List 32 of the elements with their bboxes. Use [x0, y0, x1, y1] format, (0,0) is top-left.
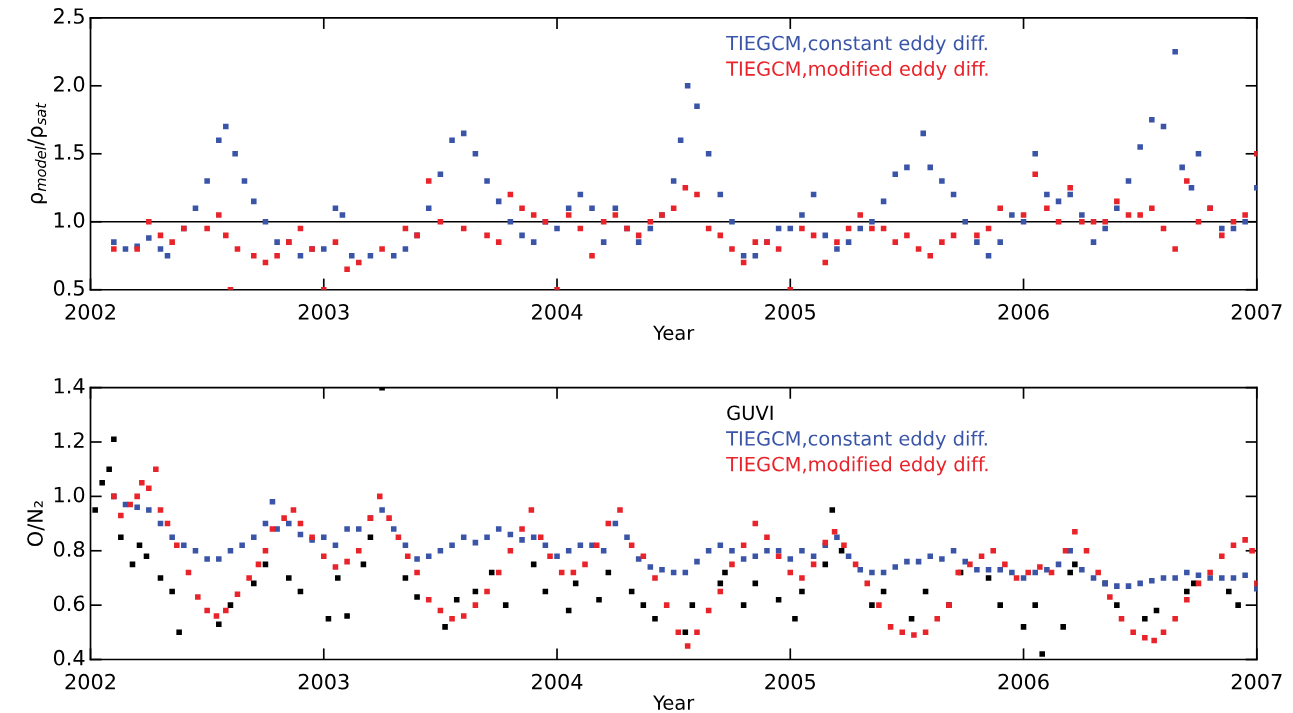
x-tick-label: 2006: [998, 673, 1049, 690]
x-tick-label: 2007: [1231, 673, 1282, 690]
y-tick-label: 2.0: [54, 76, 85, 92]
y-tick-label: 1.0: [54, 486, 85, 503]
x-tick-label: 2005: [765, 673, 815, 690]
y-tick-label: 1.4: [54, 378, 85, 394]
text: TIEGCM,modified eddy diff.: [726, 456, 988, 476]
legend-label: GUVI: [727, 405, 773, 421]
x-tick-label: 2007: [1231, 303, 1282, 320]
x-tick-label: 2004: [532, 673, 583, 690]
y-tick-label: 0.8: [53, 541, 85, 557]
y-axis-title: ρ$_{model}$/ρ$_{sat}$: [27, 102, 47, 204]
y-tick-label: 2.5: [54, 8, 84, 24]
y-tick-label: 1.5: [54, 144, 84, 160]
text: TIEGCM,constant eddy diff.: [726, 430, 987, 450]
text: TIEGCM,modified eddy diff.: [726, 60, 988, 80]
y-axis-title: O/N₂: [27, 501, 45, 547]
y-tick-label: 0.5: [53, 280, 84, 296]
x-axis-title: Year: [653, 695, 695, 710]
y-tick-label: 0.6: [53, 595, 85, 612]
x-tick-label: 2004: [532, 303, 583, 320]
text: TIEGCM,constant eddy diff.: [726, 35, 987, 55]
x-tick-label: 2002: [65, 673, 115, 690]
x-tick-label: 2006: [998, 303, 1049, 320]
y-tick-label: 1.0: [54, 212, 85, 228]
x-tick-label: 2003: [298, 673, 349, 690]
y-tick-label: 1.2: [54, 432, 84, 448]
x-axis-title: Year: [653, 325, 695, 341]
x-tick-label: 2002: [65, 303, 115, 320]
x-tick-label: 2005: [765, 303, 815, 320]
x-tick-label: 2003: [298, 303, 349, 320]
y-tick-label: 0.4: [53, 649, 85, 666]
